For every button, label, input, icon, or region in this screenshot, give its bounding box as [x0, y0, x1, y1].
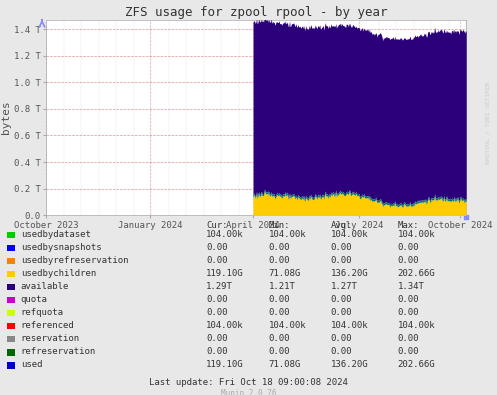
Text: usedbychildren: usedbychildren	[21, 269, 96, 278]
Text: 0.00: 0.00	[331, 256, 352, 265]
Text: 1.27T: 1.27T	[331, 282, 357, 291]
Text: 136.20G: 136.20G	[331, 269, 368, 278]
Text: refreservation: refreservation	[21, 347, 96, 356]
Text: usedbyrefreservation: usedbyrefreservation	[21, 256, 128, 265]
Text: 104.00k: 104.00k	[331, 230, 368, 239]
Text: 104.00k: 104.00k	[398, 230, 435, 239]
Text: Munin 2.0.76: Munin 2.0.76	[221, 389, 276, 395]
Text: 0.00: 0.00	[206, 256, 228, 265]
Text: Last update: Fri Oct 18 09:00:08 2024: Last update: Fri Oct 18 09:00:08 2024	[149, 378, 348, 387]
Text: RRDTOOL / TOBI OETIKER: RRDTOOL / TOBI OETIKER	[486, 81, 491, 164]
Text: 202.66G: 202.66G	[398, 269, 435, 278]
Text: 0.00: 0.00	[331, 295, 352, 304]
Title: ZFS usage for zpool rpool - by year: ZFS usage for zpool rpool - by year	[125, 6, 388, 19]
Text: 0.00: 0.00	[398, 295, 419, 304]
Text: 0.00: 0.00	[268, 295, 290, 304]
Text: refquota: refquota	[21, 308, 64, 317]
Text: 119.10G: 119.10G	[206, 360, 244, 369]
Text: 0.00: 0.00	[398, 256, 419, 265]
Text: 104.00k: 104.00k	[206, 321, 244, 330]
Text: 0.00: 0.00	[206, 308, 228, 317]
Text: 0.00: 0.00	[206, 347, 228, 356]
Text: Max:: Max:	[398, 221, 419, 230]
Text: quota: quota	[21, 295, 48, 304]
Text: 0.00: 0.00	[268, 243, 290, 252]
Text: 0.00: 0.00	[268, 256, 290, 265]
Text: 0.00: 0.00	[331, 308, 352, 317]
Text: 0.00: 0.00	[206, 243, 228, 252]
Text: 119.10G: 119.10G	[206, 269, 244, 278]
Text: 0.00: 0.00	[206, 334, 228, 343]
Text: 0.00: 0.00	[398, 347, 419, 356]
Text: 0.00: 0.00	[331, 334, 352, 343]
Text: 136.20G: 136.20G	[331, 360, 368, 369]
Text: 104.00k: 104.00k	[398, 321, 435, 330]
Text: 104.00k: 104.00k	[206, 230, 244, 239]
Text: reservation: reservation	[21, 334, 80, 343]
Text: 104.00k: 104.00k	[268, 230, 306, 239]
Text: referenced: referenced	[21, 321, 75, 330]
Text: 104.00k: 104.00k	[331, 321, 368, 330]
Text: 0.00: 0.00	[331, 347, 352, 356]
Text: Min:: Min:	[268, 221, 290, 230]
Y-axis label: bytes: bytes	[1, 101, 11, 134]
Text: Cur:: Cur:	[206, 221, 228, 230]
Text: 71.08G: 71.08G	[268, 360, 301, 369]
Text: available: available	[21, 282, 69, 291]
Text: 202.66G: 202.66G	[398, 360, 435, 369]
Text: 0.00: 0.00	[268, 334, 290, 343]
Text: 0.00: 0.00	[398, 334, 419, 343]
Text: 0.00: 0.00	[398, 308, 419, 317]
Text: 1.34T: 1.34T	[398, 282, 424, 291]
Text: 0.00: 0.00	[331, 243, 352, 252]
Text: 71.08G: 71.08G	[268, 269, 301, 278]
Text: usedbysnapshots: usedbysnapshots	[21, 243, 101, 252]
Text: 0.00: 0.00	[206, 295, 228, 304]
Text: 0.00: 0.00	[268, 308, 290, 317]
Text: 104.00k: 104.00k	[268, 321, 306, 330]
Text: 0.00: 0.00	[398, 243, 419, 252]
Text: 0.00: 0.00	[268, 347, 290, 356]
Text: 1.21T: 1.21T	[268, 282, 295, 291]
Text: usedbydataset: usedbydataset	[21, 230, 91, 239]
Text: 1.29T: 1.29T	[206, 282, 233, 291]
Text: Avg:: Avg:	[331, 221, 352, 230]
Text: used: used	[21, 360, 42, 369]
